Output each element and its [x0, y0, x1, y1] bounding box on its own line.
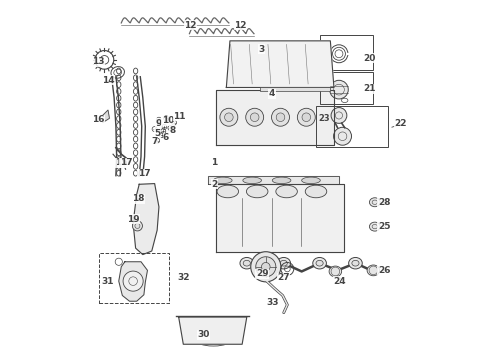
Text: 18: 18	[132, 194, 145, 203]
Bar	[260, 87, 330, 91]
Text: 32: 32	[177, 273, 190, 282]
Text: 24: 24	[334, 276, 346, 285]
Text: 31: 31	[102, 276, 114, 285]
Ellipse shape	[352, 260, 359, 266]
Circle shape	[250, 113, 259, 122]
Ellipse shape	[367, 265, 380, 276]
Ellipse shape	[276, 185, 297, 198]
Bar	[319, 72, 373, 104]
Ellipse shape	[240, 257, 254, 269]
Text: 13: 13	[93, 57, 105, 66]
Text: 29: 29	[256, 269, 269, 278]
Circle shape	[334, 127, 351, 145]
Circle shape	[132, 221, 143, 231]
Circle shape	[302, 113, 311, 122]
Text: 30: 30	[197, 330, 210, 339]
Text: 3: 3	[258, 45, 264, 54]
Text: 12: 12	[234, 21, 247, 30]
Polygon shape	[133, 184, 159, 255]
Ellipse shape	[313, 257, 326, 269]
Circle shape	[276, 113, 285, 122]
Ellipse shape	[217, 185, 239, 198]
Polygon shape	[102, 110, 109, 123]
Ellipse shape	[316, 260, 323, 266]
Circle shape	[251, 252, 281, 282]
Ellipse shape	[277, 257, 291, 269]
Text: 14: 14	[102, 76, 114, 85]
Ellipse shape	[246, 185, 268, 198]
Text: 33: 33	[267, 298, 279, 307]
Ellipse shape	[302, 177, 320, 184]
Text: 26: 26	[378, 266, 391, 275]
Ellipse shape	[329, 266, 342, 277]
Text: 15: 15	[115, 158, 127, 167]
Text: 28: 28	[378, 198, 391, 207]
Polygon shape	[216, 184, 344, 252]
Ellipse shape	[272, 177, 291, 184]
Text: 9: 9	[155, 119, 161, 128]
Text: 11: 11	[173, 112, 186, 121]
Text: 10: 10	[162, 116, 174, 125]
Circle shape	[330, 80, 348, 99]
Circle shape	[224, 113, 233, 122]
Text: 27: 27	[277, 273, 290, 282]
Circle shape	[245, 108, 264, 126]
Ellipse shape	[349, 257, 362, 269]
Ellipse shape	[214, 177, 232, 184]
Text: 4: 4	[269, 89, 275, 98]
Text: 22: 22	[395, 119, 407, 128]
Text: 17: 17	[120, 158, 132, 167]
Bar	[316, 106, 389, 147]
Ellipse shape	[243, 177, 262, 184]
Polygon shape	[179, 317, 247, 344]
Polygon shape	[226, 41, 334, 87]
Circle shape	[220, 108, 238, 126]
Text: 5: 5	[154, 129, 160, 138]
Polygon shape	[208, 176, 339, 184]
Text: 6: 6	[163, 133, 169, 142]
Text: 16: 16	[92, 115, 104, 124]
Circle shape	[262, 262, 270, 271]
Ellipse shape	[243, 260, 250, 266]
Circle shape	[271, 108, 290, 126]
Text: 1: 1	[211, 158, 218, 167]
Text: 2: 2	[211, 180, 218, 189]
Polygon shape	[216, 90, 334, 145]
Text: 25: 25	[378, 222, 391, 231]
Ellipse shape	[280, 260, 287, 266]
Text: 21: 21	[364, 84, 376, 93]
Text: 23: 23	[318, 114, 330, 123]
Text: 7: 7	[151, 137, 158, 146]
Circle shape	[331, 108, 347, 123]
Polygon shape	[119, 262, 147, 301]
Text: 8: 8	[170, 126, 176, 135]
Bar	[319, 36, 373, 69]
Text: 17: 17	[138, 169, 150, 178]
Text: 12: 12	[184, 21, 197, 30]
Circle shape	[123, 271, 143, 291]
Ellipse shape	[305, 185, 327, 198]
Text: 20: 20	[364, 54, 376, 63]
Bar	[98, 253, 169, 303]
Ellipse shape	[369, 198, 380, 207]
Text: 19: 19	[127, 215, 140, 224]
Circle shape	[297, 108, 315, 126]
Circle shape	[256, 257, 276, 277]
Ellipse shape	[369, 222, 380, 231]
